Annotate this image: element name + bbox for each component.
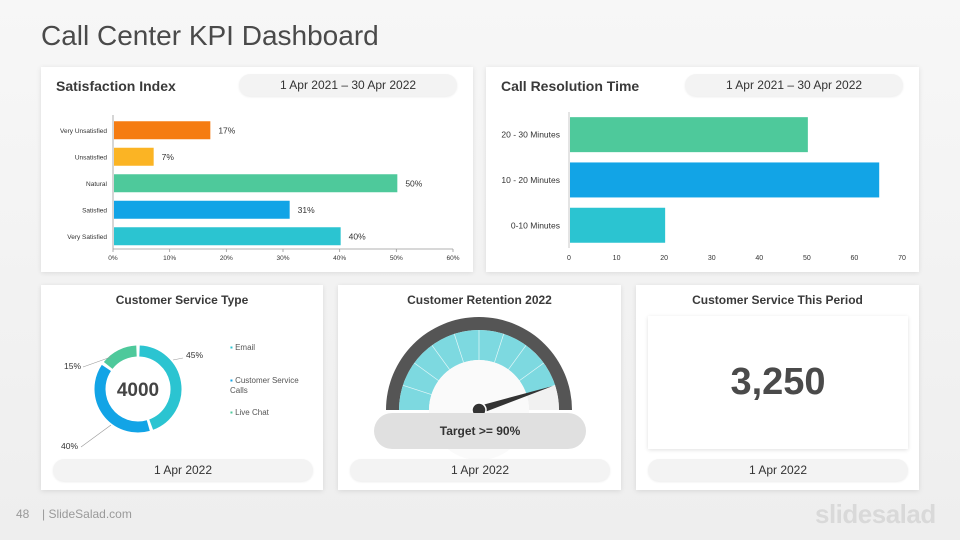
service-type-panel: Customer Service Type 45% 40% 15% 4000 ▪ Em… bbox=[41, 285, 323, 490]
gauge-segment-line bbox=[519, 362, 544, 381]
legend-label: Customer Service Calls bbox=[230, 376, 299, 395]
bar bbox=[114, 147, 154, 166]
service-type-title: Customer Service Type bbox=[115, 293, 249, 307]
call-resolution-title: Call Resolution Time bbox=[501, 78, 640, 94]
data-label: 45% bbox=[186, 350, 203, 360]
x-tick-label: 20% bbox=[220, 255, 233, 262]
x-tick-label: 30% bbox=[276, 255, 289, 262]
donut-slice bbox=[139, 345, 182, 430]
gauge-segment-line bbox=[431, 345, 450, 370]
legend-marker: ▪ bbox=[230, 408, 236, 417]
service-period-date[interactable]: 1 Apr 2022 bbox=[648, 459, 908, 481]
x-tick-label: 40% bbox=[333, 255, 346, 262]
call-resolution-panel: Call Resolution Time 1 Apr 2021 – 30 Apr… bbox=[486, 67, 919, 272]
category-label: 10 - 20 Minutes bbox=[501, 175, 560, 185]
legend-email: ▪ Email bbox=[230, 343, 255, 352]
leader-line bbox=[80, 424, 112, 448]
donut-center-label: 4000 bbox=[117, 380, 159, 401]
category-label: Satisfied bbox=[82, 207, 107, 214]
satisfaction-index-panel: Satisfaction Index 1 Apr 2021 – 30 Apr 2… bbox=[41, 67, 473, 272]
legend-live-chat: ▪ Live Chat bbox=[230, 408, 269, 417]
slide-number: 48 bbox=[16, 507, 30, 521]
period-value-card: 3,250 bbox=[648, 316, 908, 449]
resolution-date-range[interactable]: 1 Apr 2021 – 30 Apr 2022 bbox=[685, 74, 903, 96]
data-label: 15% bbox=[64, 361, 81, 371]
bar bbox=[114, 200, 290, 219]
x-tick-label: 20 bbox=[660, 255, 668, 262]
retention-panel: Customer Retention 2022 Target >= 90% 1 … bbox=[338, 285, 621, 490]
legend-label: Live Chat bbox=[235, 408, 269, 417]
category-label: Natural bbox=[86, 181, 108, 188]
x-tick-label: 60 bbox=[851, 255, 859, 262]
x-tick-label: 40 bbox=[755, 255, 763, 262]
bar bbox=[114, 121, 211, 140]
service-period-panel: Customer Service This Period 3,250 1 Apr… bbox=[636, 285, 919, 490]
bar bbox=[570, 207, 666, 243]
donut-slice bbox=[103, 345, 138, 370]
x-tick-label: 10 bbox=[613, 255, 621, 262]
donut-slice bbox=[94, 364, 150, 433]
service-period-title: Customer Service This Period bbox=[692, 293, 863, 307]
data-label: 50% bbox=[405, 178, 422, 188]
gauge-fill bbox=[399, 330, 556, 410]
category-label: Very Unsatisfied bbox=[60, 128, 107, 135]
category-label: 20 - 30 Minutes bbox=[501, 130, 560, 140]
bar bbox=[570, 117, 808, 153]
category-label: Very Satisfied bbox=[67, 234, 107, 241]
x-tick-label: 10% bbox=[163, 255, 176, 262]
bar bbox=[570, 162, 880, 198]
x-tick-label: 0% bbox=[108, 255, 118, 262]
period-value: 3,250 bbox=[730, 361, 826, 403]
gauge-segment-line bbox=[414, 362, 439, 381]
category-label: 0-10 Minutes bbox=[511, 220, 560, 230]
gauge-remaining bbox=[526, 385, 559, 410]
category-label: Unsatisfied bbox=[75, 154, 108, 161]
x-tick-label: 50 bbox=[803, 255, 811, 262]
data-label: 40% bbox=[61, 441, 78, 451]
page-title: Call Center KPI Dashboard bbox=[41, 20, 379, 51]
leader-line bbox=[82, 356, 112, 368]
satisfaction-date-range[interactable]: 1 Apr 2021 – 30 Apr 2022 bbox=[239, 74, 457, 96]
leader-line bbox=[172, 357, 184, 361]
legend-label: Email bbox=[235, 343, 256, 352]
gauge-segment-line bbox=[508, 345, 527, 370]
service-type-donut-chart: 45% 40% 15% 4000 bbox=[61, 345, 203, 451]
legend-marker: ▪ bbox=[230, 376, 236, 385]
retention-date[interactable]: 1 Apr 2022 bbox=[350, 459, 610, 481]
legend-calls: ▪ Customer Service Calls bbox=[230, 376, 310, 396]
gauge-segment-line bbox=[453, 333, 464, 363]
bar bbox=[114, 174, 398, 193]
footer-site-link[interactable]: | SlideSalad.com bbox=[42, 507, 132, 521]
retention-title: Customer Retention 2022 bbox=[407, 293, 552, 307]
bar bbox=[114, 227, 341, 246]
x-tick-label: 50% bbox=[390, 255, 403, 262]
gauge-segment-line bbox=[402, 384, 432, 395]
x-tick-label: 60% bbox=[446, 255, 459, 262]
gauge-needle bbox=[477, 385, 554, 414]
target-badge: Target >= 90% bbox=[374, 413, 586, 449]
brand-logo: slidesalad bbox=[815, 499, 936, 529]
resolution-bar-chart: 20 - 30 Minutes 10 - 20 Minutes 0-10 Minut… bbox=[501, 112, 906, 262]
gauge-ring bbox=[386, 317, 572, 410]
data-label: 17% bbox=[218, 125, 235, 135]
data-label: 40% bbox=[349, 231, 366, 241]
data-label: 7% bbox=[162, 152, 175, 162]
satisfaction-index-title: Satisfaction Index bbox=[56, 78, 176, 94]
service-type-date[interactable]: 1 Apr 2022 bbox=[53, 459, 313, 481]
target-label: Target >= 90% bbox=[439, 424, 521, 438]
legend-marker: ▪ bbox=[230, 343, 236, 352]
gauge-segment-line bbox=[494, 333, 505, 363]
x-tick-label: 0 bbox=[567, 255, 571, 262]
x-tick-label: 30 bbox=[708, 255, 716, 262]
satisfaction-bar-chart: Very Unsatisfied 17% Unsatisfied 7% Natural 5… bbox=[60, 115, 460, 262]
data-label: 31% bbox=[298, 205, 315, 215]
x-tick-label: 70 bbox=[898, 255, 906, 262]
